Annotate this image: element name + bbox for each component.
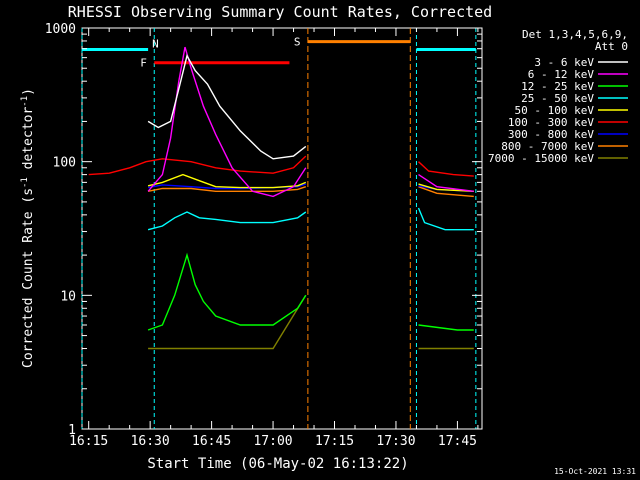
series-line: [148, 294, 474, 350]
chart-title: RHESSI Observing Summary Count Rates, Co…: [68, 3, 492, 21]
x-tick-label: 17:45: [438, 434, 477, 449]
legend-label: 12 - 25 keV: [521, 80, 594, 93]
y-axis-label-part3: ): [21, 88, 36, 96]
legend-label: 800 - 7000 keV: [501, 140, 594, 153]
x-tick-label: 16:15: [69, 434, 108, 449]
x-tick-label: 17:30: [376, 434, 415, 449]
timestamp: 15-Oct-2021 13:31: [554, 467, 636, 476]
y-axis-label-sup2: -1: [20, 96, 30, 107]
series-layer: [88, 46, 474, 350]
x-tick-label: 16:30: [131, 434, 170, 449]
x-axis-label: Start Time (06-May-02 16:13:22): [147, 456, 408, 472]
y-tick-label: 1: [68, 423, 76, 438]
legend-label: 25 - 50 keV: [521, 92, 594, 105]
series-line: [147, 46, 474, 198]
y-axis-label-sup1: -1: [20, 177, 30, 188]
series-line: [147, 173, 474, 192]
y-axis-label-part1: Corrected Count Rate (s: [21, 188, 36, 368]
legend-header-line2: Att 0: [595, 40, 628, 53]
series-line: [88, 155, 474, 177]
plot-frame: [81, 27, 483, 430]
series-line: [147, 207, 474, 231]
annotation-layer: N S F: [81, 28, 477, 429]
y-tick-label: 1000: [45, 22, 76, 37]
series-line: [147, 252, 474, 331]
x-tick-label: 17:00: [253, 434, 292, 449]
axes-layer: 1 10 100 1000 16:15 16:30 16:45 17:00 17:15 17:30…: [45, 22, 482, 449]
legend-label: 7000 - 15000 keV: [488, 152, 594, 165]
legend-label: 6 - 12 keV: [528, 68, 595, 81]
legend-label: 300 - 800 keV: [508, 128, 594, 141]
y-axis-label: Corrected Count Rate (s-1 detector-1): [20, 88, 36, 368]
legend-label: 3 - 6 keV: [534, 56, 594, 69]
x-tick-label: 17:15: [315, 434, 354, 449]
series-line: [147, 186, 474, 198]
x-tick-label: 16:45: [192, 434, 231, 449]
y-tick-label: 100: [53, 156, 76, 171]
night-label: N: [152, 38, 159, 51]
legend-label: 50 - 100 keV: [515, 104, 595, 117]
saa-label: S: [294, 36, 301, 49]
legend-header-line1: Det 1,3,4,5,6,9,: [522, 28, 628, 41]
y-axis-label-part2: detector: [21, 107, 36, 178]
y-tick-label: 10: [60, 289, 76, 304]
legend-label: 100 - 300 keV: [508, 116, 594, 129]
plot-border: [81, 27, 483, 430]
flare-label: F: [140, 57, 147, 70]
series-line: [147, 53, 307, 160]
